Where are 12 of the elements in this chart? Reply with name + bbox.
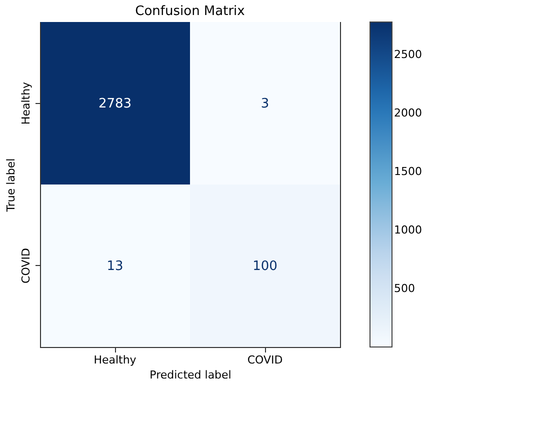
data-label: 3 <box>260 96 270 112</box>
y-axis-title: True label <box>4 158 18 213</box>
color-bar-label: 2000 <box>394 106 422 120</box>
color-bar-label: 2500 <box>394 48 422 62</box>
data-label: 13 <box>106 258 124 274</box>
color-bar-label: 1000 <box>394 223 422 236</box>
color-bar-label: 1500 <box>394 164 422 178</box>
data-label: 2783 <box>98 96 132 112</box>
data-label: 100 <box>252 258 278 274</box>
x-axis-title: Predicted label <box>150 368 232 382</box>
color-bar-label: 500 <box>394 282 415 295</box>
chart-title: Confusion Matrix <box>135 4 246 19</box>
